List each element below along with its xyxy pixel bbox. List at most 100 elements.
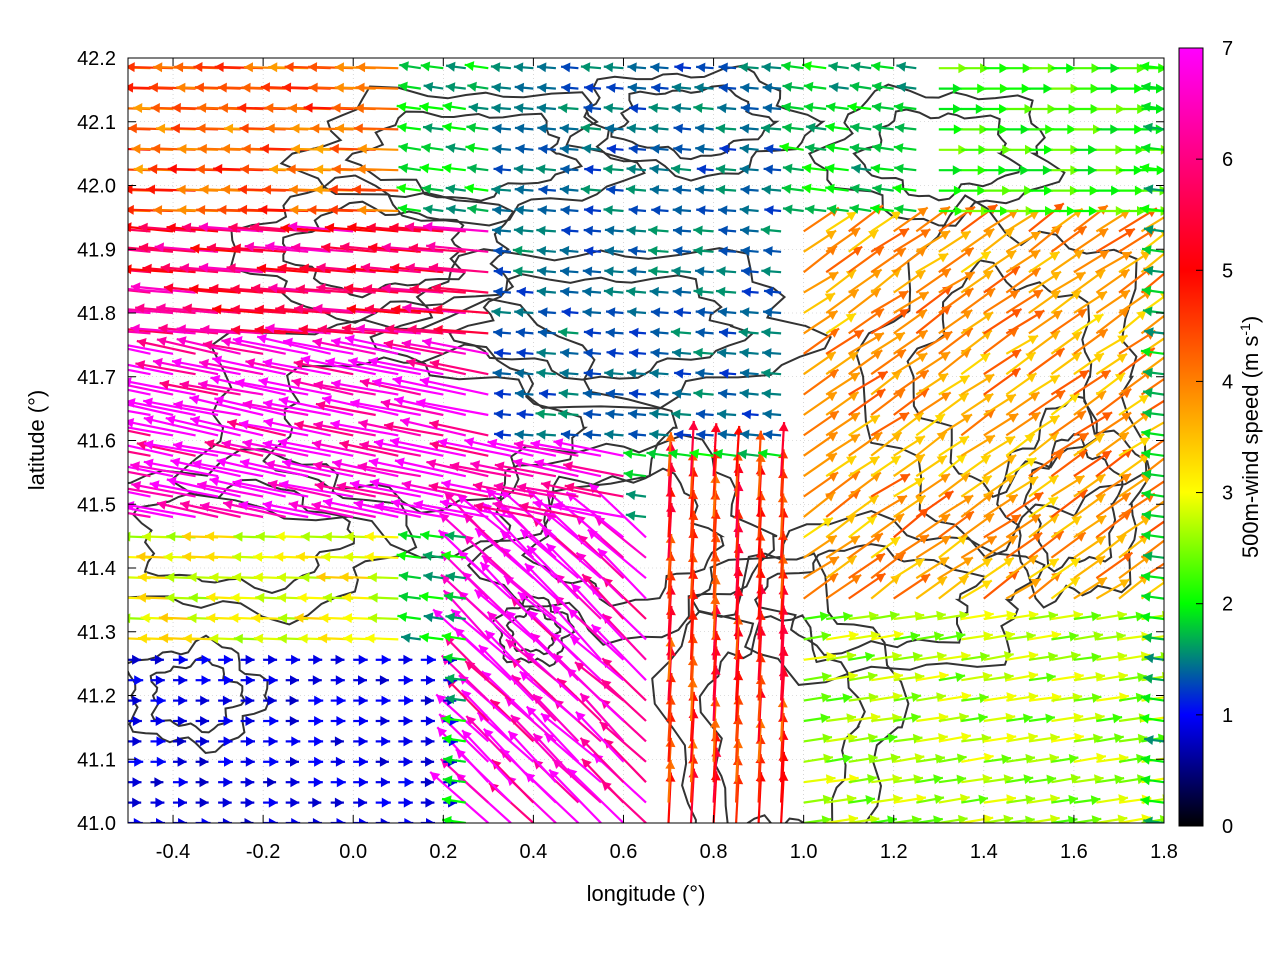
wind-arrow bbox=[803, 292, 836, 314]
wind-arrow bbox=[983, 393, 1017, 416]
wind-arrow bbox=[763, 286, 782, 297]
wind-arrow bbox=[894, 163, 917, 174]
wind-arrow bbox=[649, 286, 669, 297]
wind-arrow bbox=[429, 771, 490, 823]
wind-arrow bbox=[172, 441, 241, 457]
wind-arrow bbox=[464, 61, 489, 71]
wind-arrow bbox=[1095, 533, 1127, 559]
wind-arrow bbox=[1095, 551, 1134, 580]
wind-arrow bbox=[849, 183, 872, 194]
colorbar-tick-label: 0 bbox=[1222, 816, 1233, 838]
wind-arrow bbox=[628, 103, 647, 114]
wind-arrow bbox=[231, 243, 286, 254]
wind-arrow bbox=[915, 267, 952, 294]
wind-arrow bbox=[826, 611, 853, 622]
wind-arrow bbox=[1005, 577, 1042, 600]
wind-arrow bbox=[493, 164, 511, 175]
wind-arrow bbox=[623, 449, 647, 459]
wind-arrow bbox=[693, 225, 714, 236]
wind-arrow bbox=[445, 612, 466, 623]
wind-arrow bbox=[420, 61, 444, 72]
wind-arrow bbox=[226, 263, 286, 274]
wind-arrow bbox=[695, 184, 714, 195]
wind-arrow bbox=[1050, 432, 1090, 457]
wind-arrow bbox=[915, 229, 951, 253]
wind-arrow bbox=[961, 651, 990, 662]
wind-arrow bbox=[717, 307, 737, 318]
wind-arrow bbox=[128, 418, 196, 437]
wind-arrow bbox=[668, 449, 692, 459]
wind-arrow bbox=[490, 62, 511, 73]
wind-arrow bbox=[527, 609, 580, 661]
wind-arrow bbox=[693, 245, 714, 256]
wind-arrow bbox=[626, 123, 647, 134]
x-tick-label: 0.6 bbox=[610, 841, 638, 863]
wind-arrow bbox=[1140, 347, 1164, 357]
wind-arrow bbox=[583, 348, 602, 359]
wind-arrow bbox=[263, 417, 331, 437]
wind-arrow bbox=[825, 554, 858, 580]
wind-arrow bbox=[371, 377, 444, 396]
wind-arrow bbox=[418, 591, 444, 602]
wind-arrow bbox=[693, 388, 714, 399]
wind-arrow bbox=[226, 418, 286, 437]
wind-arrow bbox=[575, 710, 625, 763]
wind-arrow bbox=[1006, 124, 1030, 135]
wind-arrow bbox=[983, 569, 1020, 600]
wind-arrow bbox=[128, 347, 151, 355]
wind-arrow bbox=[848, 414, 881, 437]
wind-arrow bbox=[803, 471, 839, 498]
wind-arrow bbox=[983, 774, 1014, 785]
wind-arrow bbox=[536, 286, 556, 297]
wind-arrow bbox=[718, 62, 737, 73]
wind-arrow bbox=[1005, 391, 1041, 416]
wind-arrow bbox=[466, 122, 489, 133]
wind-arrow bbox=[491, 82, 512, 93]
wind-arrow bbox=[514, 205, 534, 216]
wind-arrow bbox=[938, 435, 970, 457]
wind-arrow bbox=[850, 61, 872, 72]
wind-arrow bbox=[803, 794, 833, 805]
wind-arrow bbox=[960, 203, 998, 233]
contour-line bbox=[996, 394, 1152, 609]
wind-arrow bbox=[553, 501, 624, 519]
wind-arrow bbox=[1095, 411, 1132, 437]
wind-arrow bbox=[584, 164, 602, 175]
wind-arrow bbox=[1073, 693, 1102, 703]
wind-arrow bbox=[960, 434, 996, 457]
wind-arrow bbox=[648, 246, 669, 256]
wind-arrow bbox=[429, 359, 489, 376]
wind-arrow bbox=[537, 327, 556, 338]
y-axis-label: latitude (°) bbox=[24, 390, 49, 491]
wind-arrow bbox=[468, 102, 489, 113]
wind-arrow bbox=[803, 410, 840, 437]
wind-arrow bbox=[870, 308, 910, 335]
wind-arrow bbox=[961, 713, 988, 724]
wind-arrow bbox=[604, 266, 624, 277]
x-tick-label: 0.8 bbox=[700, 841, 728, 863]
wind-arrow bbox=[399, 417, 467, 437]
wind-arrow bbox=[960, 373, 995, 396]
wind-arrow bbox=[848, 229, 879, 253]
wind-arrow bbox=[760, 123, 782, 134]
wind-arrow bbox=[671, 409, 692, 420]
wind-arrow bbox=[1006, 815, 1035, 823]
wind-arrow bbox=[494, 389, 511, 399]
wind-arrow bbox=[938, 83, 962, 94]
wind-arrow bbox=[915, 490, 955, 518]
wind-arrow bbox=[367, 572, 399, 583]
wind-arrow bbox=[582, 286, 602, 297]
wind-arrow bbox=[1140, 693, 1164, 704]
wind-arrow bbox=[848, 692, 879, 703]
wind-arrow bbox=[1005, 372, 1038, 396]
wind-arrow bbox=[1005, 249, 1041, 274]
x-tick-label: 1.2 bbox=[880, 841, 908, 863]
wind-arrow bbox=[1005, 491, 1044, 518]
wind-arrow bbox=[364, 551, 399, 562]
wind-arrow bbox=[938, 774, 967, 785]
wind-arrow bbox=[285, 797, 300, 808]
wind-arrow bbox=[739, 123, 759, 134]
wind-arrow bbox=[938, 246, 975, 274]
wind-arrow bbox=[441, 479, 512, 498]
wind-arrow bbox=[198, 222, 264, 233]
